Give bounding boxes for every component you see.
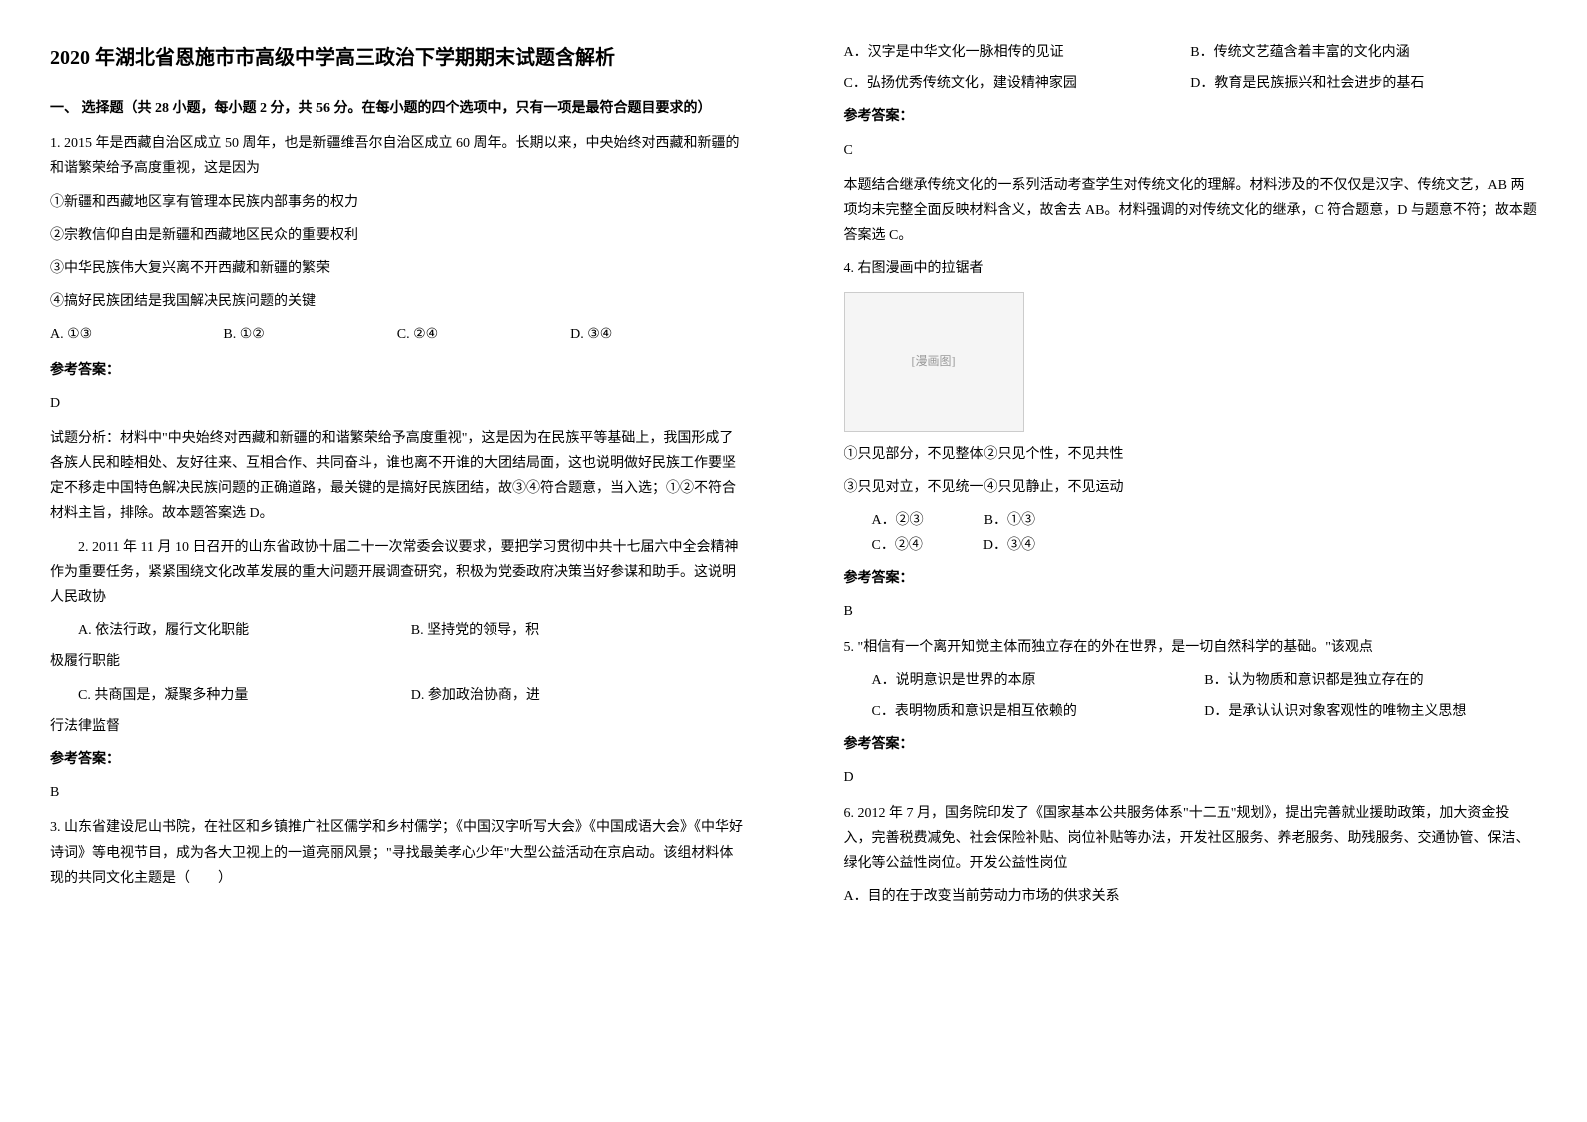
question-3: 3. 山东省建设尼山书院，在社区和乡镇推广社区儒学和乡村儒学；《中国汉字听写大会… xyxy=(50,815,744,891)
q4-opt-b: B．①③ xyxy=(984,508,1035,533)
q2-opt-c: C. 共商国是，凝聚多种力量 xyxy=(50,683,411,708)
q5-opt-d: D．是承认认识对象客观性的唯物主义思想 xyxy=(1204,699,1537,724)
q3-opt-c: C．弘扬优秀传统文化，建设精神家园 xyxy=(844,71,1191,96)
q5-opts-row1: A．说明意识是世界的本原 B．认为物质和意识都是独立存在的 xyxy=(844,668,1538,693)
q4-opt-d: D．③④ xyxy=(983,533,1035,558)
q4-opts-row2: C．②④ D．③④ xyxy=(844,533,1538,558)
q1-opt-b: B. ①② xyxy=(223,322,396,347)
question-4: 4. 右图漫画中的拉锯者 [漫画图] ①只见部分，不见整体②只见个性，不见共性 … xyxy=(844,256,1538,624)
q3-opts-row2: C．弘扬优秀传统文化，建设精神家园 D．教育是民族振兴和社会进步的基石 xyxy=(844,71,1538,96)
q2-opt-d-part1: D. 参加政治协商，进 xyxy=(411,683,744,708)
question-5: 5. "相信有一个离开知觉主体而独立存在的外在世界，是一切自然科学的基础。"该观… xyxy=(844,635,1538,791)
q1-statement-2: ②宗教信仰自由是新疆和西藏地区民众的重要权利 xyxy=(50,223,744,248)
q1-statement-1: ①新疆和西藏地区享有管理本民族内部事务的权力 xyxy=(50,190,744,215)
q6-stem: 6. 2012 年 7 月，国务院印发了《国家基本公共服务体系"十二五"规划》，… xyxy=(844,801,1538,877)
right-column: A．汉字是中华文化一脉相传的见证 B．传统文艺蕴含着丰富的文化内涵 C．弘扬优秀… xyxy=(794,0,1587,1122)
q4-statement-2: ③只见对立，不见统一④只见静止，不见运动 xyxy=(844,475,1538,500)
q2-opts-row1: A. 依法行政，履行文化职能 B. 坚持党的领导，积 xyxy=(50,618,744,643)
q5-answer-label: 参考答案： xyxy=(844,732,1538,757)
q4-opt-a: A．②③ xyxy=(872,508,924,533)
q3-explanation: 本题结合继承传统文化的一系列活动考查学生对传统文化的理解。材料涉及的不仅仅是汉字… xyxy=(844,173,1538,249)
q4-opt-c: C．②④ xyxy=(872,533,923,558)
doc-title: 2020 年湖北省恩施市市高级中学高三政治下学期期末试题含解析 xyxy=(50,40,744,76)
q1-opt-d: D. ③④ xyxy=(570,322,743,347)
q2-answer: B xyxy=(50,780,744,805)
question-3-continued: A．汉字是中华文化一脉相传的见证 B．传统文艺蕴含着丰富的文化内涵 C．弘扬优秀… xyxy=(844,40,1538,248)
q3-stem: 3. 山东省建设尼山书院，在社区和乡镇推广社区儒学和乡村儒学；《中国汉字听写大会… xyxy=(50,815,744,891)
q3-answer: C xyxy=(844,138,1538,163)
q1-stem: 1. 2015 年是西藏自治区成立 50 周年，也是新疆维吾尔自治区成立 60 … xyxy=(50,131,744,181)
q2-stem: 2. 2011 年 11 月 10 日召开的山东省政协十届二十一次常委会议要求，… xyxy=(50,535,744,611)
question-1: 1. 2015 年是西藏自治区成立 50 周年，也是新疆维吾尔自治区成立 60 … xyxy=(50,131,744,526)
q2-answer-label: 参考答案： xyxy=(50,747,744,772)
question-2: 2. 2011 年 11 月 10 日召开的山东省政协十届二十一次常委会议要求，… xyxy=(50,535,744,806)
q5-opt-a: A．说明意识是世界的本原 xyxy=(872,668,1205,693)
q1-opt-a: A. ①③ xyxy=(50,322,223,347)
q3-opt-b: B．传统文艺蕴含着丰富的文化内涵 xyxy=(1190,40,1537,65)
q2-opt-d-part2: 行法律监督 xyxy=(50,714,744,739)
q5-answer: D xyxy=(844,765,1538,790)
q4-answer: B xyxy=(844,599,1538,624)
q1-statement-3: ③中华民族伟大复兴离不开西藏和新疆的繁荣 xyxy=(50,256,744,281)
q5-stem: 5. "相信有一个离开知觉主体而独立存在的外在世界，是一切自然科学的基础。"该观… xyxy=(844,635,1538,660)
q4-opts-row1: A．②③ B．①③ xyxy=(844,508,1538,533)
q4-stem: 4. 右图漫画中的拉锯者 xyxy=(844,256,1538,281)
q1-explanation: 试题分析：材料中"中央始终对西藏和新疆的和谐繁荣给予高度重视"，这是因为在民族平… xyxy=(50,426,744,527)
q1-options: A. ①③ B. ①② C. ②④ D. ③④ xyxy=(50,322,744,347)
q1-answer: D xyxy=(50,391,744,416)
q3-opt-d: D．教育是民族振兴和社会进步的基石 xyxy=(1190,71,1537,96)
q5-opt-b: B．认为物质和意识都是独立存在的 xyxy=(1204,668,1537,693)
q1-opt-c: C. ②④ xyxy=(397,322,570,347)
q2-opts-row2: C. 共商国是，凝聚多种力量 D. 参加政治协商，进 xyxy=(50,683,744,708)
q4-cartoon-image: [漫画图] xyxy=(844,292,1024,432)
q2-opt-b-part2: 极履行职能 xyxy=(50,649,744,674)
q2-opt-a: A. 依法行政，履行文化职能 xyxy=(50,618,411,643)
q1-answer-label: 参考答案： xyxy=(50,358,744,383)
q5-opts-row2: C．表明物质和意识是相互依赖的 D．是承认认识对象客观性的唯物主义思想 xyxy=(844,699,1538,724)
section-header: 一、 选择题（共 28 小题，每小题 2 分，共 56 分。在每小题的四个选项中… xyxy=(50,96,744,121)
q5-opt-c: C．表明物质和意识是相互依赖的 xyxy=(872,699,1205,724)
q4-answer-label: 参考答案： xyxy=(844,566,1538,591)
q6-opt-a: A．目的在于改变当前劳动力市场的供求关系 xyxy=(844,884,1538,909)
q3-opt-a: A．汉字是中华文化一脉相传的见证 xyxy=(844,40,1191,65)
q3-answer-label: 参考答案： xyxy=(844,104,1538,129)
q4-statement-1: ①只见部分，不见整体②只见个性，不见共性 xyxy=(844,442,1538,467)
question-6: 6. 2012 年 7 月，国务院印发了《国家基本公共服务体系"十二五"规划》，… xyxy=(844,801,1538,910)
left-column: 2020 年湖北省恩施市市高级中学高三政治下学期期末试题含解析 一、 选择题（共… xyxy=(0,0,794,1122)
q1-statement-4: ④搞好民族团结是我国解决民族问题的关键 xyxy=(50,289,744,314)
q2-opt-b-part1: B. 坚持党的领导，积 xyxy=(411,618,744,643)
q3-opts-row1: A．汉字是中华文化一脉相传的见证 B．传统文艺蕴含着丰富的文化内涵 xyxy=(844,40,1538,65)
